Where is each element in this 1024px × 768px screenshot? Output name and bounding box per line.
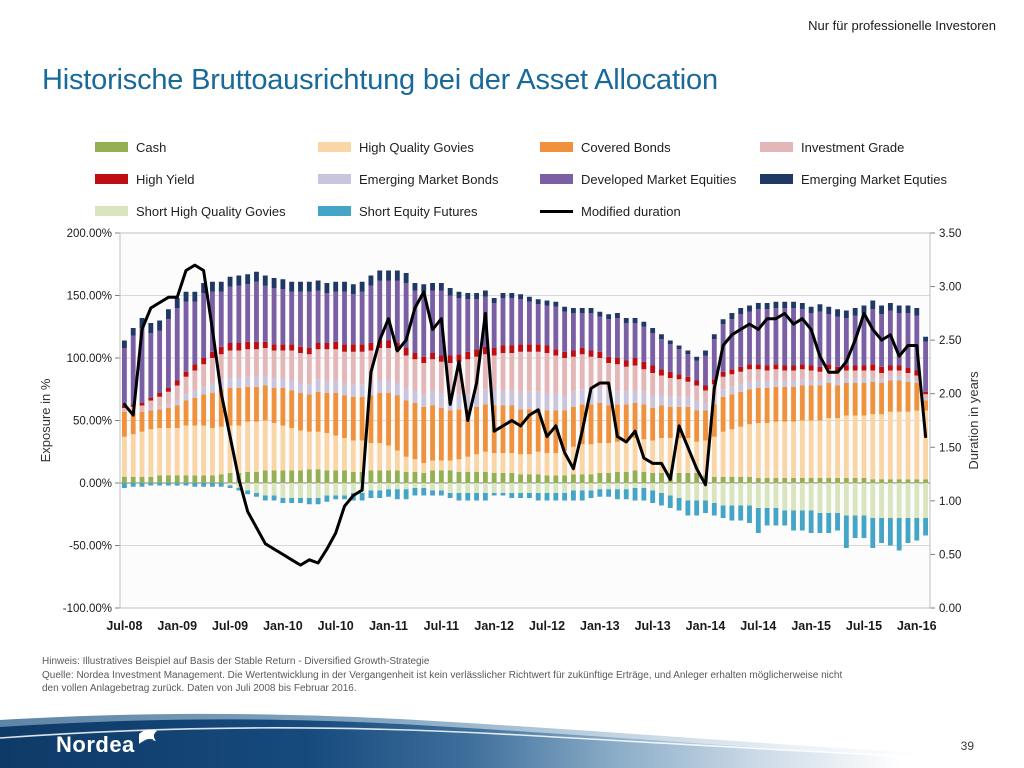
asset-allocation-chart: -100.00% -50.00% 0.00% 50.00% 100.00% 150.00%…: [38, 228, 981, 633]
legend-label: Investment Grade: [801, 139, 905, 155]
svg-text:Jan-14: Jan-14: [686, 619, 726, 633]
svg-text:200.00%: 200.00%: [67, 228, 112, 240]
legend-swatch-icon: [318, 174, 351, 184]
legend-item-high-yield: High Yield: [95, 171, 195, 187]
left-axis-title: Exposure in %: [38, 378, 53, 462]
footnote-quelle-line2: den vollen Anlagebetrag zurück. Daten vo…: [42, 683, 357, 694]
svg-text:Jul-14: Jul-14: [740, 619, 776, 633]
legend-item-emerging-market-equties: Emerging Market Equties: [760, 171, 947, 187]
legend-label: Short Equity Futures: [359, 203, 478, 219]
page-number: 39: [960, 739, 974, 753]
right-axis-title: Duration in years: [966, 371, 981, 470]
svg-text:-50.00%: -50.00%: [69, 541, 112, 553]
svg-text:Jul-08: Jul-08: [106, 619, 142, 633]
svg-text:50.00%: 50.00%: [73, 416, 112, 428]
legend-swatch-icon: [540, 209, 573, 213]
footnote-quelle-line1: Quelle: Nordea Investment Management. Di…: [42, 669, 843, 681]
legend-item-emerging-market-bonds: Emerging Market Bonds: [318, 171, 499, 187]
legend-item-modified-duration: Modified duration: [540, 203, 681, 219]
legend-swatch-icon: [318, 142, 351, 152]
legend-swatch-icon: [760, 174, 793, 184]
svg-text:Jul-15: Jul-15: [846, 619, 882, 633]
svg-text:0.50: 0.50: [939, 549, 961, 561]
legend-swatch-icon: [95, 206, 128, 216]
classification-note: Nur für professionelle Investoren: [808, 18, 996, 33]
svg-text:3.00: 3.00: [939, 282, 961, 294]
svg-text:2.00: 2.00: [939, 389, 961, 401]
svg-text:3.50: 3.50: [939, 228, 961, 240]
svg-text:Jan-09: Jan-09: [157, 619, 197, 633]
svg-text:Jul-10: Jul-10: [318, 619, 354, 633]
svg-text:Jan-13: Jan-13: [580, 619, 620, 633]
footer-wave-graphic: [0, 713, 1024, 768]
legend-label: Cash: [136, 139, 167, 155]
svg-text:Jul-13: Jul-13: [635, 619, 671, 633]
plot-border: [119, 232, 931, 609]
svg-text:0.00%: 0.00%: [79, 478, 112, 490]
legend-label: Developed Market Equities: [581, 171, 737, 187]
svg-text:1.00: 1.00: [939, 496, 961, 508]
svg-text:Jul-09: Jul-09: [212, 619, 248, 633]
legend-swatch-icon: [540, 174, 573, 184]
legend-item-covered-bonds: Covered Bonds: [540, 139, 671, 155]
legend-swatch-icon: [95, 142, 128, 152]
x-axis-labels: Jul-08 Jan-09 Jul-09 Jan-10 Jul-10 Jan-11 Jul-…: [106, 619, 936, 633]
svg-text:Jan-12: Jan-12: [474, 619, 514, 633]
svg-text:Jan-11: Jan-11: [369, 619, 408, 633]
legend-item-investment-grade: Investment Grade: [760, 139, 905, 155]
footnotes: Hinweis: Illustratives Beispiel auf Basi…: [42, 655, 842, 696]
legend-swatch-icon: [318, 206, 351, 216]
footnote-hinweis: Hinweis: Illustratives Beispiel auf Basi…: [42, 656, 430, 667]
legend-item-short-high-quality-govies: Short High Quality Govies: [95, 203, 286, 219]
legend-label: Emerging Market Equties: [801, 171, 947, 187]
nordea-logo-text: Nordea: [56, 732, 135, 757]
legend-swatch-icon: [95, 174, 128, 184]
svg-text:Jul-12: Jul-12: [529, 619, 565, 633]
legend-item-cash: Cash: [95, 139, 167, 155]
svg-text:150.00%: 150.00%: [67, 291, 112, 303]
legend-label: High Yield: [136, 171, 195, 187]
nordea-flag-icon: [138, 729, 157, 747]
modified-duration-line: [122, 263, 928, 567]
chart-legend: Cash High Quality Govies Covered Bonds Inve…: [0, 0, 1024, 230]
svg-text:Jul-11: Jul-11: [424, 619, 459, 633]
legend-label: Short High Quality Govies: [136, 203, 286, 219]
svg-text:2.50: 2.50: [939, 335, 961, 347]
legend-label: High Quality Govies: [359, 139, 474, 155]
svg-text:-100.00%: -100.00%: [63, 603, 112, 615]
legend-swatch-icon: [540, 142, 573, 152]
svg-text:100.00%: 100.00%: [67, 353, 112, 365]
svg-text:1.50: 1.50: [939, 442, 961, 454]
legend-swatch-icon: [760, 142, 793, 152]
wave-highlight: [0, 727, 1024, 763]
legend-label: Covered Bonds: [581, 139, 671, 155]
legend-item-high-quality-govies: High Quality Govies: [318, 139, 474, 155]
svg-text:0.00: 0.00: [939, 603, 961, 615]
axes: -100.00% -50.00% 0.00% 50.00% 100.00% 150.00%…: [63, 228, 962, 615]
svg-text:Jan-16: Jan-16: [897, 619, 937, 633]
legend-label: Modified duration: [581, 203, 681, 219]
legend-label: Emerging Market Bonds: [359, 171, 499, 187]
wave-band-dark: [0, 719, 1024, 768]
svg-text:Jan-10: Jan-10: [263, 619, 303, 633]
legend-item-developed-market-equities: Developed Market Equities: [540, 171, 737, 187]
page-title: Historische Bruttoausrichtung bei der As…: [42, 64, 718, 96]
legend-item-short-equity-futures: Short Equity Futures: [318, 203, 478, 219]
footer-wave: Nordea: [0, 712, 1024, 768]
svg-text:Jan-15: Jan-15: [791, 619, 831, 633]
nordea-logo: Nordea: [56, 729, 159, 757]
